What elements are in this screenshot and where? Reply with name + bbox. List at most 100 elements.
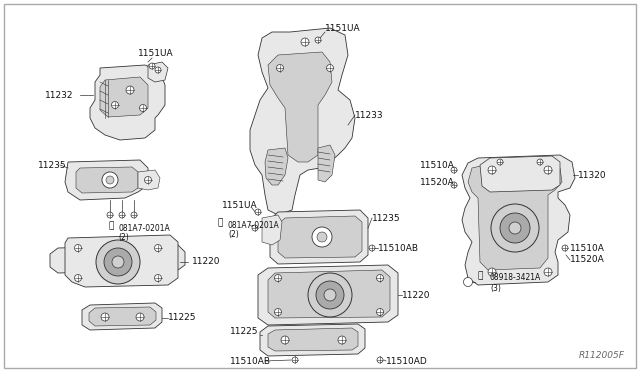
Circle shape: [491, 204, 539, 252]
Circle shape: [544, 166, 552, 174]
Circle shape: [275, 275, 282, 282]
Circle shape: [101, 313, 109, 321]
Circle shape: [149, 63, 155, 69]
Circle shape: [102, 172, 118, 188]
Text: 11520A: 11520A: [420, 177, 455, 186]
Circle shape: [252, 225, 258, 231]
Circle shape: [376, 275, 383, 282]
Circle shape: [301, 38, 309, 46]
Circle shape: [537, 159, 543, 165]
Polygon shape: [65, 235, 178, 287]
Circle shape: [324, 289, 336, 301]
Circle shape: [369, 245, 375, 251]
Circle shape: [376, 308, 383, 315]
Circle shape: [154, 244, 161, 251]
Polygon shape: [89, 307, 156, 326]
Text: 11225: 11225: [168, 314, 196, 323]
Text: 11235: 11235: [372, 214, 401, 222]
Circle shape: [544, 268, 552, 276]
Text: 11235: 11235: [38, 160, 67, 170]
Circle shape: [500, 213, 530, 243]
Text: 11510AB: 11510AB: [230, 356, 271, 366]
Circle shape: [275, 308, 282, 315]
Polygon shape: [138, 170, 160, 190]
Circle shape: [136, 313, 144, 321]
Circle shape: [145, 176, 152, 183]
Text: (3): (3): [490, 283, 501, 292]
Text: 11510AD: 11510AD: [386, 356, 428, 366]
Circle shape: [255, 209, 261, 215]
Circle shape: [111, 102, 118, 109]
Circle shape: [463, 278, 472, 286]
Circle shape: [96, 240, 140, 284]
Text: 11510A: 11510A: [570, 244, 605, 253]
Circle shape: [74, 275, 81, 282]
Text: (2): (2): [228, 230, 239, 238]
Polygon shape: [270, 210, 368, 264]
Circle shape: [338, 336, 346, 344]
Circle shape: [154, 275, 161, 282]
Circle shape: [104, 248, 132, 276]
Polygon shape: [50, 245, 185, 273]
Text: Ⓑ: Ⓑ: [218, 218, 223, 227]
Polygon shape: [480, 156, 560, 192]
Polygon shape: [468, 162, 562, 270]
Text: 11320: 11320: [578, 170, 607, 180]
Text: 1151UA: 1151UA: [222, 201, 258, 209]
Circle shape: [107, 212, 113, 218]
Circle shape: [276, 64, 284, 71]
Polygon shape: [82, 303, 162, 330]
Circle shape: [377, 357, 383, 363]
Polygon shape: [278, 216, 362, 258]
Text: 11225: 11225: [230, 327, 259, 337]
Text: 081A7-0201A: 081A7-0201A: [118, 224, 170, 232]
Circle shape: [126, 86, 134, 94]
Polygon shape: [148, 62, 168, 82]
Circle shape: [488, 166, 496, 174]
Circle shape: [155, 67, 161, 73]
Polygon shape: [318, 145, 335, 182]
Circle shape: [509, 222, 521, 234]
Polygon shape: [260, 324, 365, 356]
Text: 081A7-0201A: 081A7-0201A: [228, 221, 280, 230]
Circle shape: [315, 37, 321, 43]
Text: 11233: 11233: [355, 110, 383, 119]
Polygon shape: [265, 148, 288, 185]
Circle shape: [112, 256, 124, 268]
Circle shape: [488, 268, 496, 276]
Text: 1151UA: 1151UA: [138, 48, 173, 58]
Polygon shape: [268, 328, 358, 351]
Circle shape: [562, 245, 568, 251]
Text: 11510A: 11510A: [420, 160, 455, 170]
Text: Ⓝ: Ⓝ: [478, 271, 483, 280]
Polygon shape: [262, 215, 282, 245]
Text: (2): (2): [118, 232, 129, 241]
Circle shape: [451, 182, 457, 188]
Polygon shape: [258, 265, 398, 325]
Polygon shape: [76, 167, 138, 193]
Circle shape: [316, 281, 344, 309]
Circle shape: [140, 105, 147, 112]
Polygon shape: [268, 52, 332, 162]
Text: Ⓑ: Ⓑ: [108, 221, 113, 230]
Polygon shape: [250, 28, 355, 215]
Polygon shape: [65, 160, 148, 200]
Circle shape: [131, 212, 137, 218]
Polygon shape: [90, 65, 165, 140]
Polygon shape: [268, 270, 390, 318]
Text: 11520A: 11520A: [570, 256, 605, 264]
Circle shape: [74, 244, 81, 251]
Circle shape: [119, 212, 125, 218]
Polygon shape: [462, 155, 575, 285]
Circle shape: [292, 357, 298, 363]
Text: 11220: 11220: [402, 291, 431, 299]
Circle shape: [451, 167, 457, 173]
Circle shape: [317, 232, 327, 242]
Text: 11232: 11232: [45, 90, 74, 99]
Circle shape: [308, 273, 352, 317]
Circle shape: [497, 159, 503, 165]
Circle shape: [326, 64, 333, 71]
Text: 11220: 11220: [192, 257, 221, 266]
Circle shape: [312, 227, 332, 247]
Circle shape: [106, 176, 114, 184]
